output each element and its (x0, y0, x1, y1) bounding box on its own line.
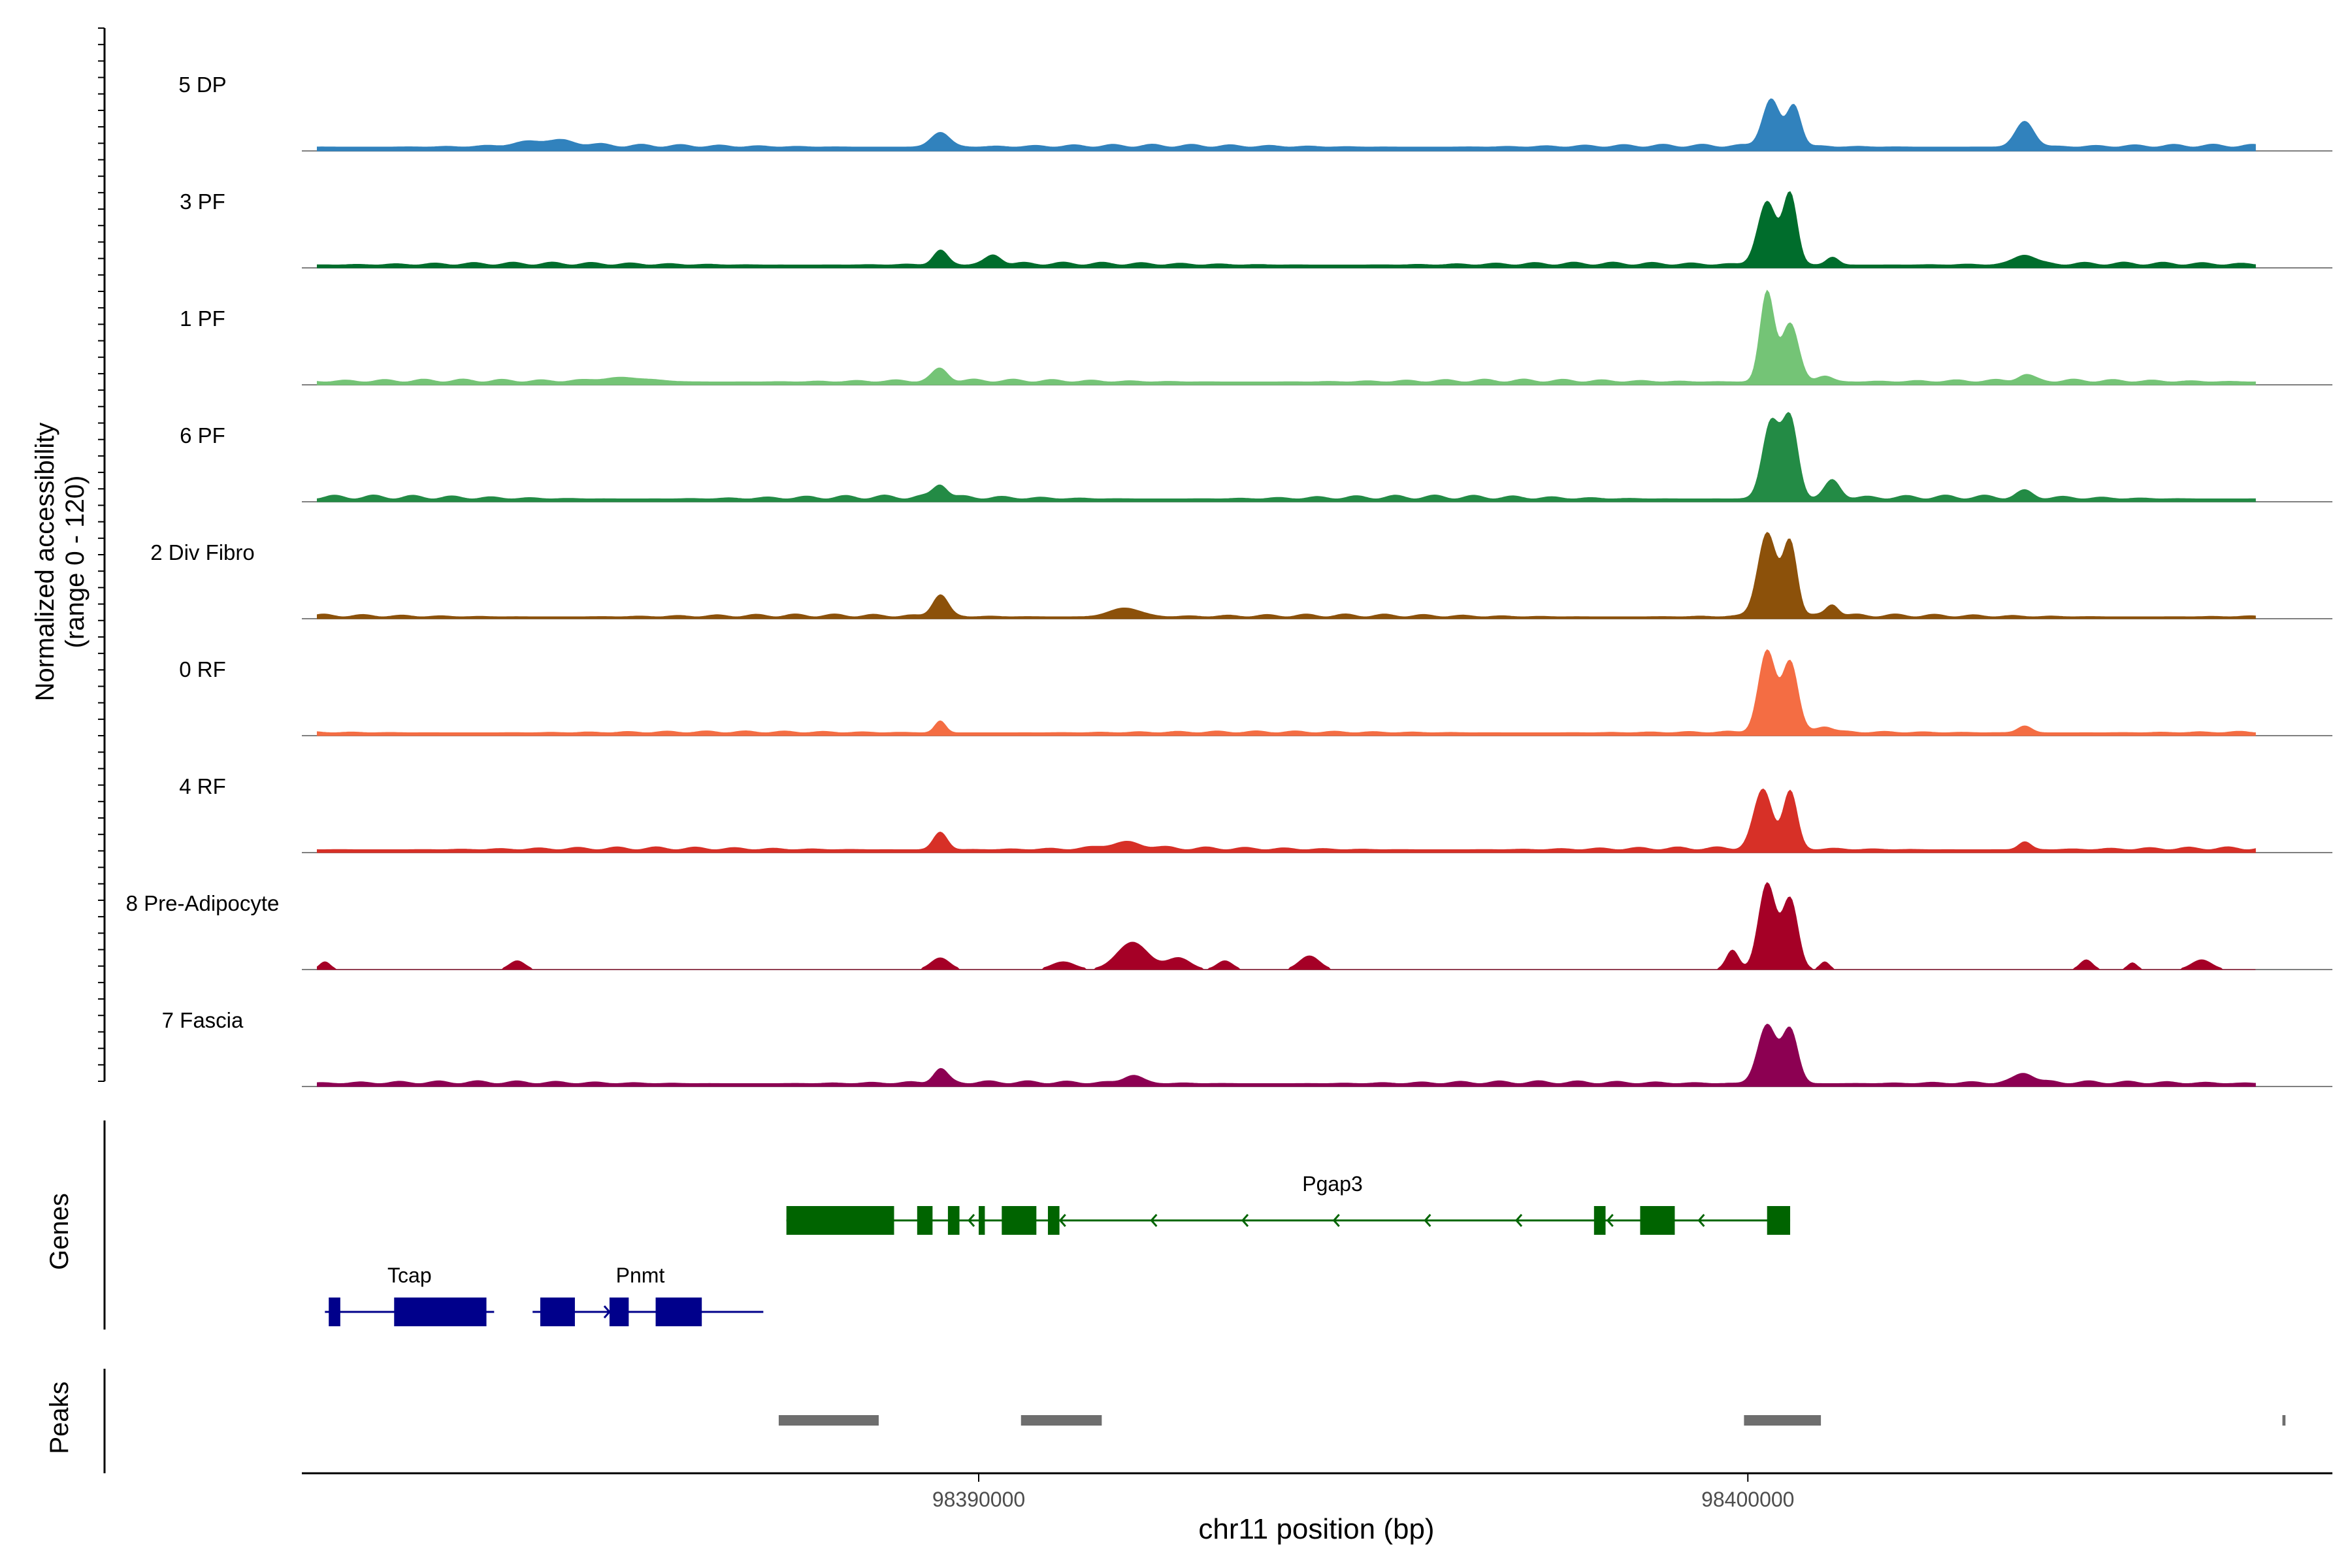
x-axis-label: chr11 position (bp) (1198, 1513, 1434, 1545)
track-label: 3 PF (180, 189, 225, 214)
gene-exon (786, 1206, 894, 1235)
track-2-div-fibro: 2 Div Fibro (150, 532, 2332, 619)
coverage-area (317, 191, 2256, 269)
track-1-pf: 1 PF (180, 289, 2332, 385)
gene-pnmt: Pnmt (532, 1264, 764, 1326)
gene-label: Tcap (387, 1264, 432, 1287)
coverage-area (317, 882, 2256, 970)
track-label: 0 RF (179, 657, 226, 681)
gene-exon (394, 1298, 487, 1326)
gene-tcap: Tcap (325, 1264, 495, 1326)
track-label: 7 Fascia (162, 1008, 244, 1032)
strand-arrow (1697, 1214, 1705, 1227)
x-tick-label: 98400000 (1701, 1488, 1794, 1511)
track-label: 6 PF (180, 423, 225, 448)
track-7-fascia: 7 Fascia (162, 1008, 2332, 1087)
coverage-area (317, 289, 2256, 385)
peak-region (2282, 1415, 2286, 1426)
gene-annotation-track: Pgap3 Tcap Pnmt (325, 1172, 1791, 1326)
gene-exon (1047, 1206, 1060, 1235)
strand-arrow (603, 1305, 611, 1318)
track-5-dp: 5 DP (178, 73, 2332, 152)
gene-exon (917, 1206, 933, 1235)
coverage-area (317, 1023, 2256, 1087)
track-label: 8 Pre-Adipocyte (126, 891, 280, 915)
y-axis-label-line2: (range 0 - 120) (61, 476, 90, 649)
track-0-rf: 0 RF (179, 649, 2332, 736)
peak-region (1744, 1415, 1821, 1426)
gene-exon (979, 1206, 985, 1235)
track-8-pre-adipocyte: 8 Pre-Adipocyte (126, 882, 2332, 970)
gene-exon (609, 1298, 629, 1326)
gene-exon (947, 1206, 960, 1235)
strand-arrow (968, 1214, 975, 1227)
coverage-area (317, 412, 2256, 502)
coverage-tracks: 5 DP 3 PF 1 PF 6 PF 2 Div Fibro 0 RF 4 RF 8 Pre… (126, 73, 2332, 1087)
gene-exon (540, 1298, 575, 1326)
track-label: 4 RF (179, 774, 226, 798)
track-3-pf: 3 PF (180, 189, 2332, 269)
peaks-track-label: Peaks (45, 1381, 74, 1454)
peak-region (1021, 1415, 1102, 1426)
gene-exon (329, 1298, 340, 1326)
gene-exon (1002, 1206, 1037, 1235)
track-6-pf: 6 PF (180, 412, 2332, 502)
gene-label: Pgap3 (1302, 1172, 1363, 1196)
strand-arrow (1515, 1214, 1523, 1227)
strand-arrow (1150, 1214, 1158, 1227)
gene-exon (1593, 1206, 1606, 1235)
track-label: 1 PF (180, 306, 225, 331)
coverage-area (317, 532, 2256, 619)
peaks-track (778, 1415, 2286, 1426)
coverage-area (317, 649, 2256, 736)
gene-exon (1767, 1206, 1791, 1235)
gene-pgap3: Pgap3 (786, 1172, 1791, 1235)
strand-arrow (1241, 1214, 1249, 1227)
peak-region (778, 1415, 879, 1426)
coverage-area (317, 788, 2256, 853)
strand-arrow (1424, 1214, 1431, 1227)
track-4-rf: 4 RF (179, 774, 2332, 853)
gene-exon (655, 1298, 702, 1326)
axes: 98390000 98400000 (98, 27, 2332, 1511)
coverage-area (317, 98, 2256, 152)
gene-label: Pnmt (616, 1264, 665, 1287)
track-label: 2 Div Fibro (150, 540, 255, 564)
track-label: 5 DP (178, 73, 226, 97)
y-axis-label-line1: Normalized accessibility (31, 423, 59, 702)
strand-arrow (1332, 1214, 1340, 1227)
genes-track-label: Genes (45, 1193, 74, 1270)
x-tick-label: 98390000 (932, 1488, 1025, 1511)
strand-arrow (1606, 1214, 1614, 1227)
strand-arrow (1058, 1214, 1066, 1227)
gene-exon (1640, 1206, 1675, 1235)
